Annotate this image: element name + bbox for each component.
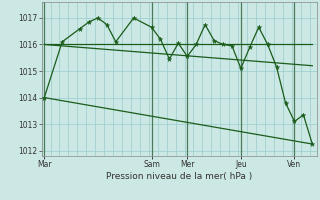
X-axis label: Pression niveau de la mer( hPa ): Pression niveau de la mer( hPa ) <box>106 172 252 181</box>
